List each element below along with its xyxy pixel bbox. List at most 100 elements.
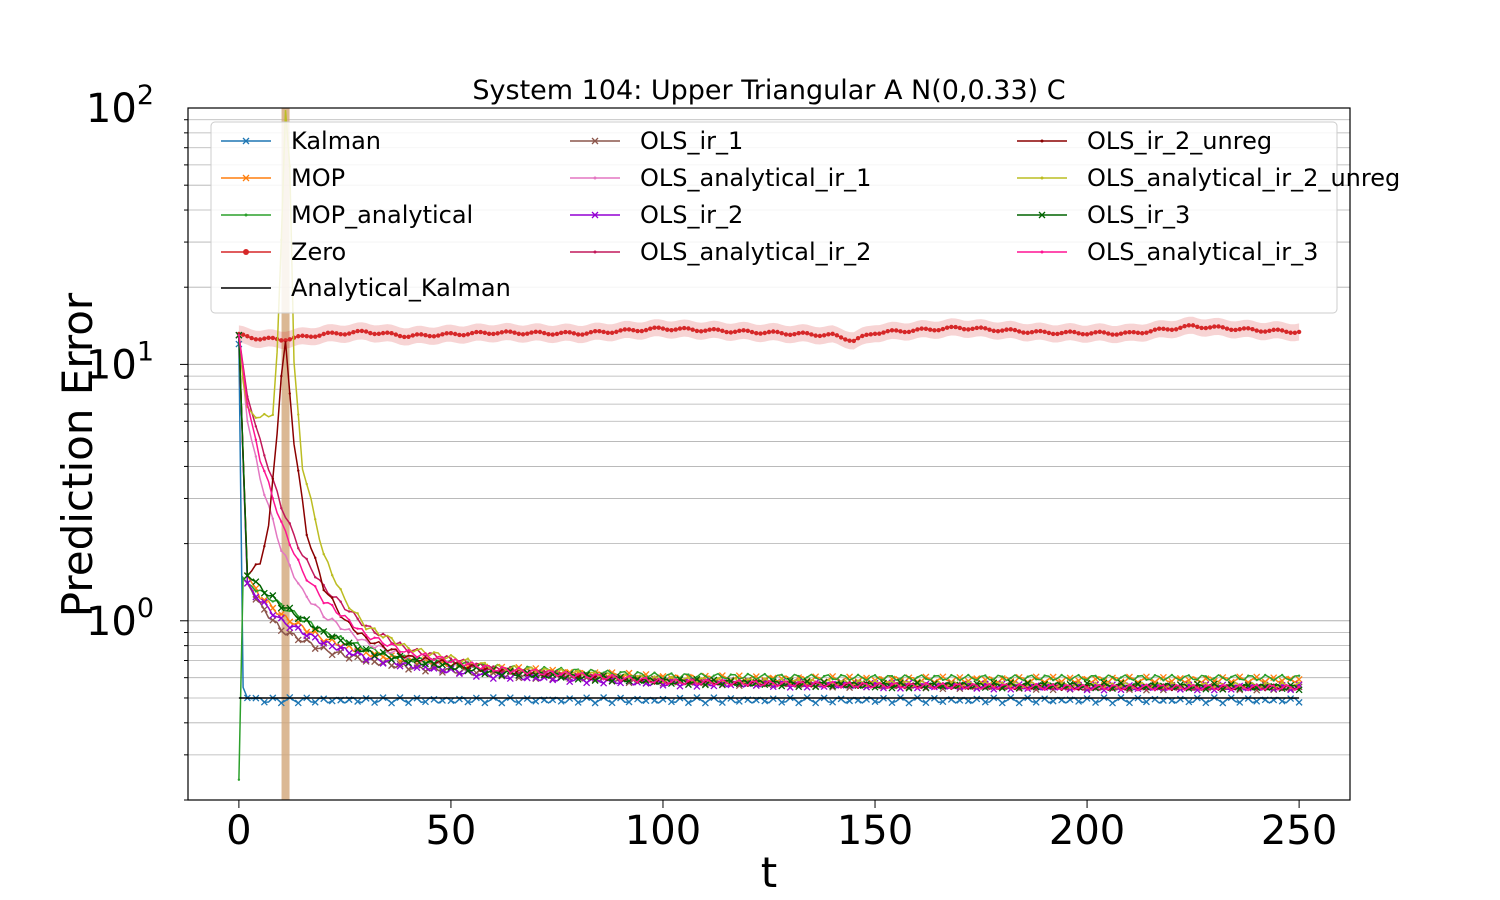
data-point: [1049, 697, 1057, 705]
data-point: [438, 666, 446, 674]
data-point: [944, 325, 950, 330]
data-point: [330, 596, 334, 600]
data-point: [254, 425, 258, 428]
data-point: [537, 329, 543, 335]
data-point: [984, 674, 987, 677]
data-point: [373, 636, 376, 639]
data-point: [1246, 326, 1251, 331]
data-point: [364, 639, 368, 642]
data-point: [718, 681, 726, 689]
data-point: [987, 327, 992, 332]
data-point: [1284, 329, 1289, 334]
data-point: [804, 330, 810, 336]
data-point: [1187, 686, 1191, 689]
data-point: [1119, 676, 1123, 679]
data-point: [1153, 674, 1157, 677]
data-point: [881, 330, 886, 335]
data-point: [860, 333, 865, 339]
legend-marker: [1040, 139, 1044, 143]
data-point: [396, 652, 404, 660]
data-point: [1156, 326, 1162, 331]
data-point: [313, 334, 318, 339]
data-point: [314, 556, 317, 560]
data-point: [771, 329, 776, 334]
data-point: [916, 687, 919, 690]
data-point: [1025, 330, 1030, 336]
data-point: [660, 326, 666, 331]
y-axis-label: Prediction Error: [53, 292, 102, 617]
data-point: [851, 338, 857, 344]
data-point: [252, 578, 260, 586]
data-point: [432, 651, 436, 654]
data-point: [254, 438, 258, 442]
data-point: [958, 683, 962, 686]
data-point: [1238, 677, 1241, 681]
data-point: [1100, 677, 1108, 685]
data-point: [1042, 329, 1047, 334]
data-point: [1001, 675, 1004, 678]
data-point: [515, 698, 523, 706]
data-point: [614, 329, 619, 335]
data-point: [368, 330, 373, 336]
data-point: [466, 657, 470, 660]
data-point: [356, 627, 359, 630]
data-point: [455, 670, 463, 678]
legend-marker: [593, 176, 597, 180]
data-point: [320, 628, 328, 635]
data-point: [575, 332, 581, 337]
data-point: [978, 325, 984, 330]
data-point: [449, 657, 453, 660]
data-point: [1072, 329, 1077, 335]
data-point: [260, 598, 268, 606]
data-point: [237, 333, 241, 337]
data-point: [789, 677, 792, 680]
data-point: [532, 697, 540, 705]
data-point: [684, 699, 692, 707]
data-point: [838, 335, 844, 340]
data-point: [1077, 681, 1080, 684]
data-point: [930, 680, 938, 688]
data-point: [1089, 331, 1094, 336]
data-point: [339, 587, 342, 591]
data-point: [631, 328, 636, 333]
data-point: [1176, 681, 1184, 689]
data-point: [405, 665, 412, 673]
data-point: [534, 670, 537, 674]
data-point: [1055, 331, 1060, 337]
data-point: [321, 331, 326, 337]
data-point: [1187, 674, 1191, 677]
data-point: [347, 618, 351, 622]
data-point: [780, 677, 783, 681]
data-point: [424, 656, 427, 659]
data-point: [762, 330, 767, 336]
data-point: [668, 680, 675, 688]
data-point: [1153, 688, 1157, 691]
data-point: [314, 576, 317, 579]
data-point: [314, 518, 317, 521]
data-point: [754, 331, 759, 336]
data-point: [509, 671, 512, 674]
data-point: [822, 686, 826, 689]
legend-label: Zero: [291, 238, 346, 266]
data-point: [388, 699, 396, 707]
vertical-band-rect: [281, 108, 290, 800]
data-point: [308, 334, 314, 339]
data-point: [413, 656, 421, 664]
data-point: [665, 327, 670, 332]
data-point: [778, 698, 786, 706]
data-point: [973, 675, 981, 683]
data-point: [424, 652, 427, 655]
data-point: [1216, 324, 1221, 329]
data-point: [950, 673, 953, 677]
x-tick-label: 0: [226, 808, 251, 854]
data-point: [356, 638, 359, 642]
data-point: [243, 579, 251, 587]
data-point: [1118, 331, 1124, 336]
data-point: [483, 664, 487, 667]
data-point: [398, 641, 402, 644]
data-point: [1196, 686, 1199, 690]
data-point: [1195, 324, 1200, 329]
data-point: [1165, 327, 1170, 332]
data-point: [1021, 330, 1026, 335]
data-point: [1267, 328, 1272, 333]
